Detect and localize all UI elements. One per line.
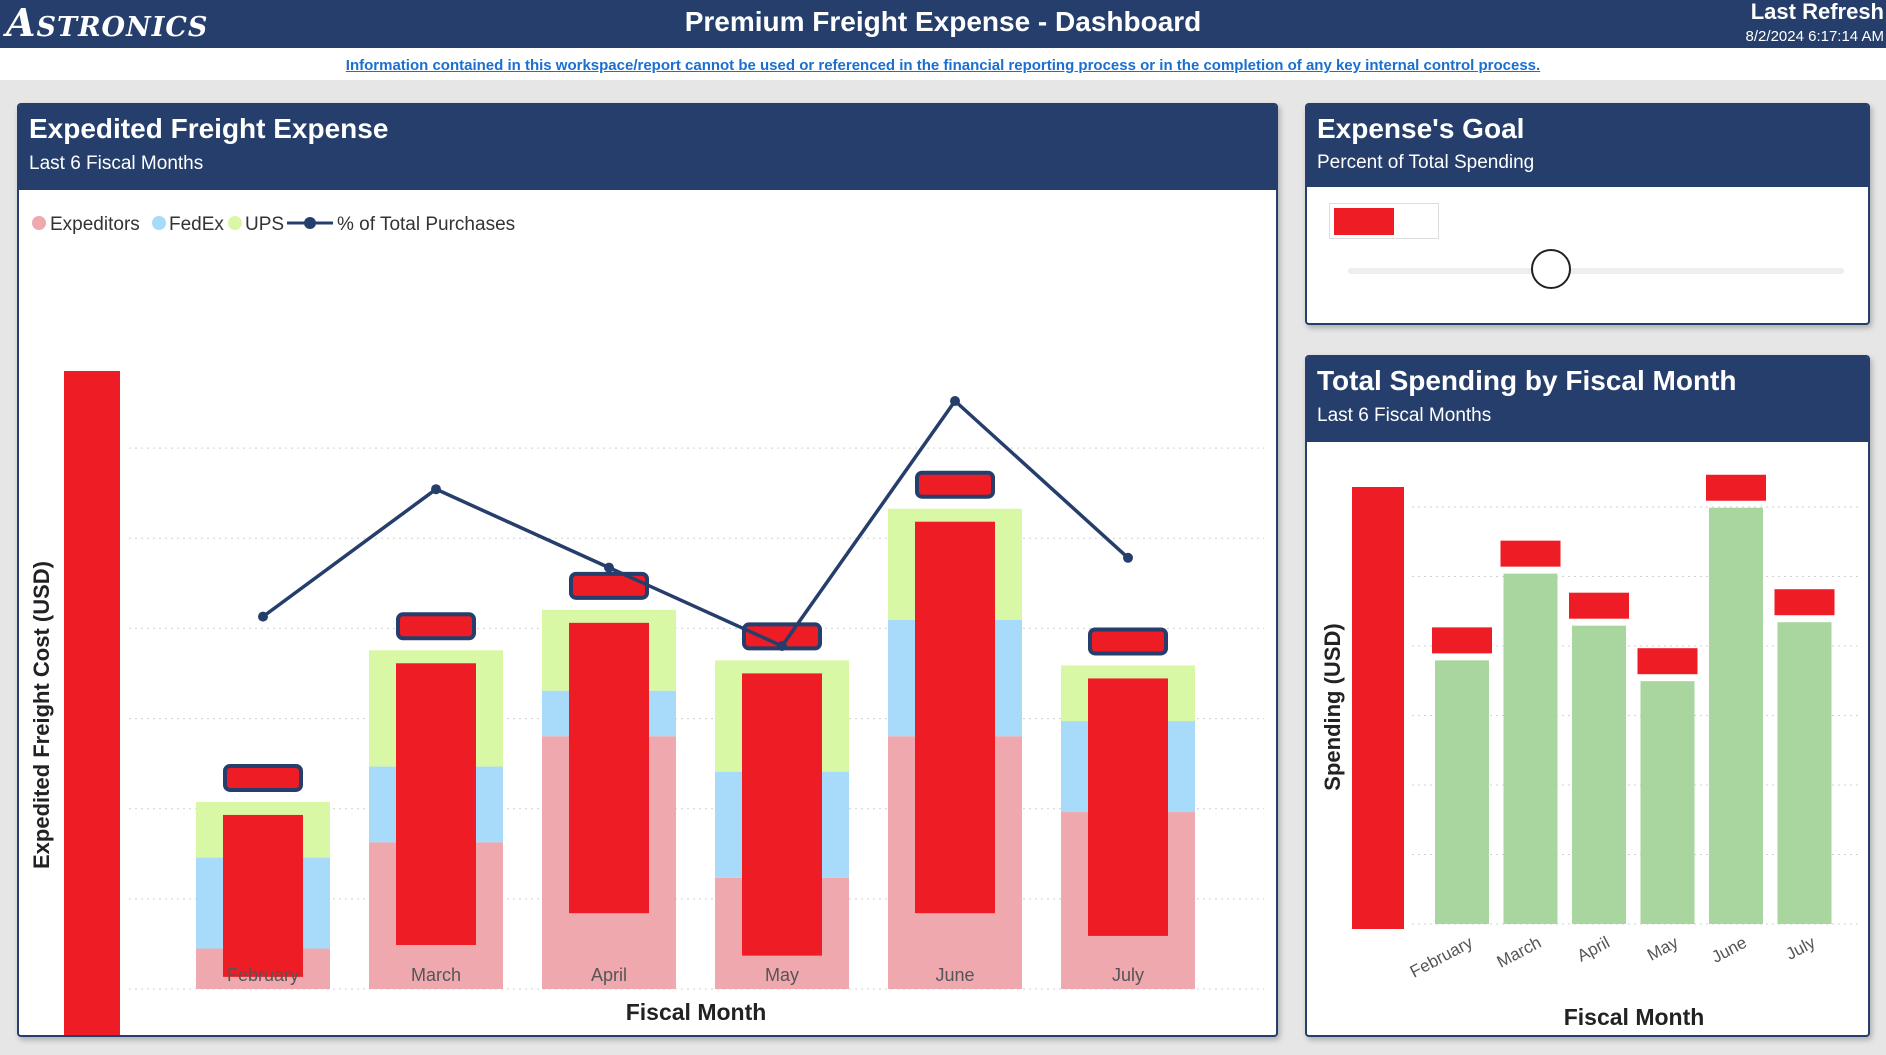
redacted-bar-label <box>1637 648 1698 675</box>
redacted-total-label <box>396 612 476 641</box>
x-tick-label: March <box>1494 933 1545 972</box>
spending-bar[interactable] <box>1777 622 1832 924</box>
redacted-bar-label <box>1432 627 1492 654</box>
spending-y-axis-title: Spending (USD) <box>1320 623 1345 790</box>
percent-line-point[interactable] <box>431 484 441 495</box>
top-bar: Astronics Premium Freight Expense - Dash… <box>0 0 1886 48</box>
legend-expeditors-label[interactable]: Expeditors <box>50 214 140 235</box>
freight-chart: Expeditors FedEx UPS % of Total Purchase… <box>29 214 1264 1035</box>
percent-line-point[interactable] <box>777 641 787 651</box>
redacted-bar-label <box>396 663 476 946</box>
redacted-bar-label <box>915 521 995 914</box>
x-tick-label: July <box>1112 965 1144 985</box>
freight-x-axis-labels: February March April May June July <box>227 965 1144 985</box>
redacted-bar-label <box>1088 678 1168 936</box>
x-tick-label: March <box>411 965 461 985</box>
freight-x-axis-title: Fiscal Month <box>626 999 767 1025</box>
x-tick-label: April <box>591 965 627 985</box>
spending-bars <box>1432 474 1835 924</box>
spending-bar[interactable] <box>1435 660 1489 924</box>
freight-card-header: Expedited Freight Expense Last 6 Fiscal … <box>19 105 1276 190</box>
redacted-y-axis-ticks <box>64 371 120 1035</box>
goal-slider-track[interactable] <box>1348 268 1844 274</box>
spending-bar[interactable] <box>1640 681 1695 924</box>
freight-percent-line <box>258 396 1133 651</box>
percent-line-point[interactable] <box>1123 552 1133 563</box>
spending-bar[interactable] <box>1503 573 1558 924</box>
legend-ups-label[interactable]: UPS <box>245 214 284 235</box>
spending-x-axis-labels: February March April May June July <box>1407 933 1819 982</box>
spending-bar[interactable] <box>1709 507 1763 924</box>
percent-line-point[interactable] <box>604 562 614 573</box>
x-tick-label: February <box>227 965 299 985</box>
goal-value-box[interactable] <box>1329 203 1439 239</box>
expense-goal-card: Expense's Goal Percent of Total Spending <box>1305 103 1870 325</box>
goal-card-header: Expense's Goal Percent of Total Spending <box>1307 105 1868 187</box>
legend-ups-marker <box>228 216 242 230</box>
total-spending-card: Total Spending by Fiscal Month Last 6 Fi… <box>1305 355 1870 1037</box>
spending-card-title: Total Spending by Fiscal Month <box>1317 365 1737 396</box>
legend-line-label[interactable]: % of Total Purchases <box>337 214 515 235</box>
freight-bars <box>196 470 1195 989</box>
goal-slider-thumb[interactable] <box>1531 249 1572 289</box>
x-tick-label: May <box>765 965 799 985</box>
goal-card-subtitle: Percent of Total Spending <box>1317 152 1535 173</box>
freight-y-axis-title: Expedited Freight Cost (USD) <box>29 561 54 869</box>
legend-fedex-label[interactable]: FedEx <box>169 214 224 235</box>
x-tick-label: February <box>1407 933 1476 982</box>
legend-fedex-marker <box>152 216 166 230</box>
last-refresh-time: 8/2/2024 6:17:14 AM <box>1745 28 1884 45</box>
redacted-bar-label <box>1500 540 1561 567</box>
legend-expeditors-marker <box>32 216 46 230</box>
percent-line-point[interactable] <box>258 611 268 622</box>
redacted-total-label <box>223 763 303 792</box>
redacted-bar-label <box>223 814 303 977</box>
redacted-total-label <box>915 470 995 499</box>
spending-card-header: Total Spending by Fiscal Month Last 6 Fi… <box>1307 357 1868 442</box>
x-tick-label: June <box>1708 933 1749 967</box>
disclaimer-bar: Information contained in this workspace/… <box>0 48 1886 80</box>
spending-chart: Spending (USD) February March April May June… <box>1320 474 1862 1030</box>
redacted-bar-label <box>742 673 822 956</box>
percent-line-point[interactable] <box>950 396 960 406</box>
freight-card-title: Expedited Freight Expense <box>29 113 389 144</box>
x-tick-label: May <box>1644 933 1682 965</box>
x-tick-label: April <box>1574 933 1613 966</box>
freight-card-subtitle: Last 6 Fiscal Months <box>29 153 204 174</box>
legend-line-dot <box>304 217 316 229</box>
redacted-total-label <box>1088 627 1168 656</box>
dashboard-title: Premium Freight Expense - Dashboard <box>684 6 1202 37</box>
redacted-total-label <box>569 571 649 600</box>
spending-x-axis-title: Fiscal Month <box>1564 1004 1705 1030</box>
redacted-bar-label <box>1774 589 1835 616</box>
x-tick-label: July <box>1783 933 1819 964</box>
redacted-bar-label <box>569 622 649 914</box>
disclaimer-link[interactable]: Information contained in this workspace/… <box>345 57 1541 74</box>
redacted-goal-value <box>1334 208 1394 235</box>
percent-line-path[interactable] <box>261 398 1130 649</box>
spending-bar[interactable] <box>1572 625 1626 924</box>
redacted-bar-label <box>1706 474 1766 501</box>
x-tick-label: June <box>935 965 974 985</box>
freight-expense-card: Expedited Freight Expense Last 6 Fiscal … <box>17 103 1278 1037</box>
redacted-spending-y-axis-ticks <box>1352 487 1404 929</box>
freight-legend: Expeditors FedEx UPS % of Total Purchase… <box>32 214 515 235</box>
last-refresh-label: Last Refresh <box>1750 0 1884 24</box>
spending-card-subtitle: Last 6 Fiscal Months <box>1317 405 1492 426</box>
company-logo: Astronics <box>6 0 209 45</box>
redacted-bar-label <box>1569 592 1629 619</box>
goal-card-title: Expense's Goal <box>1317 113 1525 144</box>
